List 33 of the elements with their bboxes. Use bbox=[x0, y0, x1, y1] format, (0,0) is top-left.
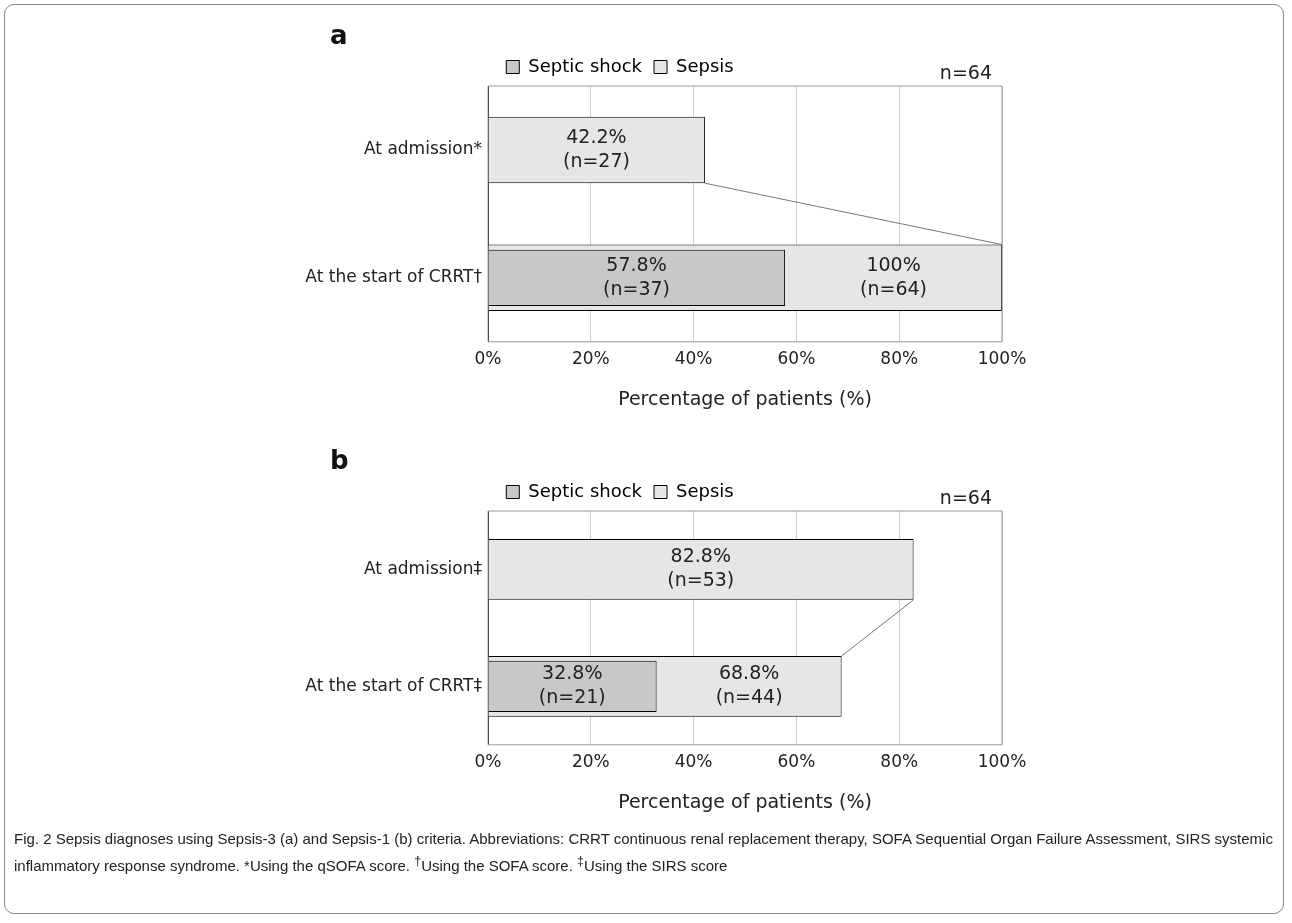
y-tick-label: At admission* bbox=[363, 138, 482, 159]
text: n=64 bbox=[939, 486, 992, 509]
chart-title: b bbox=[330, 445, 349, 475]
legend-label: Sepsis bbox=[676, 54, 734, 76]
x-tick-label: 40% bbox=[674, 751, 713, 772]
data-label: 68.8% (n=44) bbox=[715, 661, 783, 708]
legend-label: Sepsis bbox=[676, 479, 734, 501]
y-tick-label: At the start of CRRT‡ bbox=[305, 674, 483, 695]
caption: Fig. 2 Sepsis diagnoses using Sepsis-3 (a) and Sepsis-1 (b) criteria. Abbreviations: CRRT continuous renal replacement therapy, SOFA Sequential Organ Failure Assessment, SIRS systemic inflammatory response syndrome. *Using the qSOFA score. $^{†}$Using the SOFA score. $^{‡}$Using the SIRS score bbox=[14, 829, 1274, 876]
x-tick-label: 80% bbox=[880, 751, 919, 772]
x-axis-title: Percentage of patients (%) bbox=[618, 789, 872, 812]
y-tick-label: At the start of CRRT† bbox=[305, 266, 483, 287]
x-tick-label: 20% bbox=[571, 348, 610, 369]
x-axis-title: Percentage of patients (%) bbox=[618, 386, 872, 409]
x-tick-label: 60% bbox=[777, 348, 816, 369]
chart-title: a bbox=[330, 20, 348, 50]
legend-label: Septic shock bbox=[528, 479, 643, 501]
x-tick-label: 80% bbox=[880, 348, 919, 369]
legend-label: Septic shock bbox=[528, 54, 643, 76]
y-tick-label: At admission‡ bbox=[363, 557, 483, 578]
text: n=64 bbox=[939, 61, 992, 84]
x-tick-label: 100% bbox=[977, 751, 1027, 772]
x-tick-label: 0% bbox=[474, 348, 502, 369]
x-tick-label: 0% bbox=[474, 751, 502, 772]
data-label: 100% (n=64) bbox=[860, 252, 928, 299]
x-tick-label: 100% bbox=[977, 348, 1027, 369]
data-label: 57.8% (n=37) bbox=[603, 252, 671, 299]
x-tick-label: 20% bbox=[571, 751, 610, 772]
data-label: 32.8% (n=21) bbox=[538, 661, 606, 708]
x-tick-label: 40% bbox=[674, 348, 713, 369]
data-label: 42.2% (n=27) bbox=[562, 124, 630, 171]
x-tick-label: 60% bbox=[777, 751, 816, 772]
data-label: 82.8% (n=53) bbox=[667, 544, 735, 591]
